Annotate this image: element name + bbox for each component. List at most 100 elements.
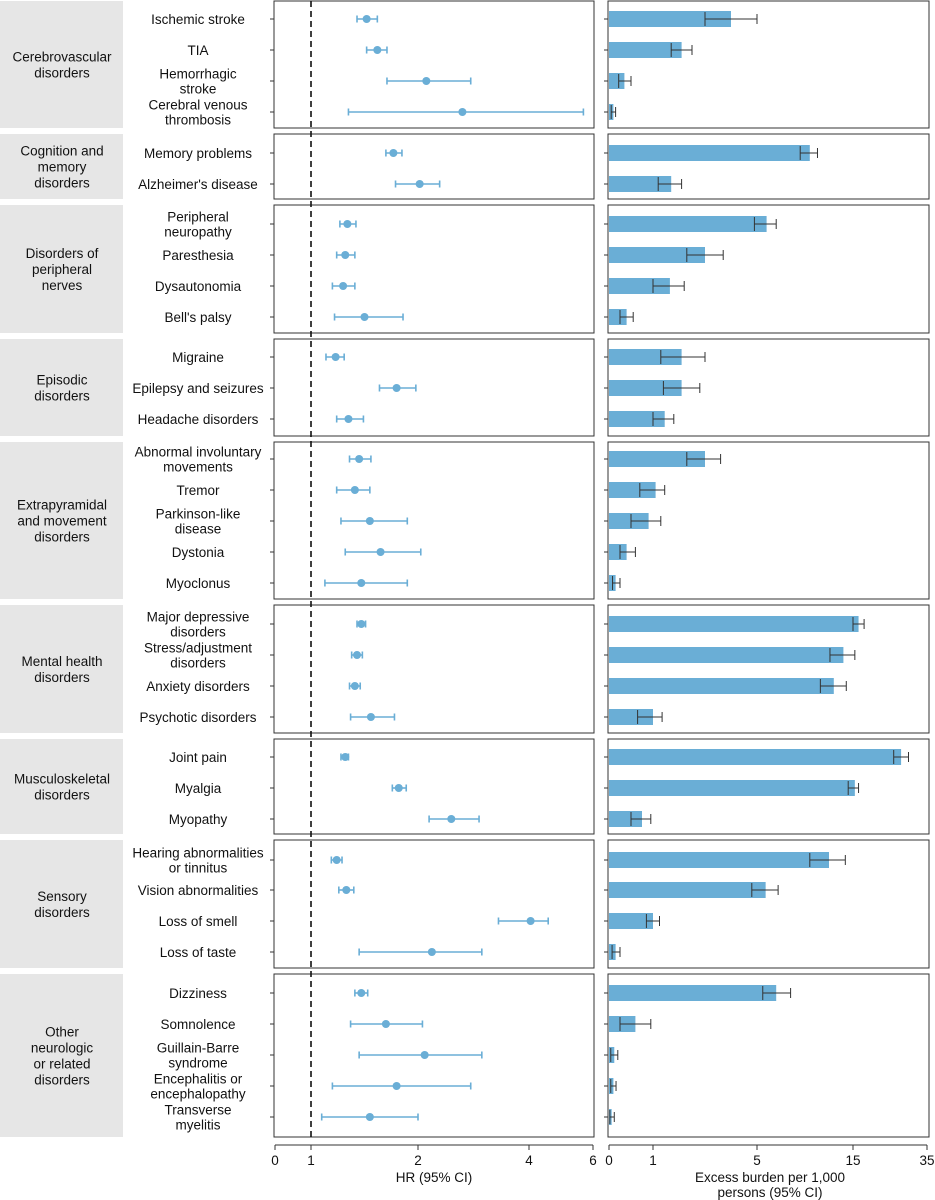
row-label: Hearing abnormalities or tinnitus: [132, 846, 264, 876]
hr-point: [376, 548, 385, 556]
row-label: Psychotic disorders: [139, 710, 256, 725]
hr-point: [365, 517, 374, 525]
row-label: Anxiety disorders: [146, 679, 250, 694]
row-label: Epilepsy and seizures: [132, 381, 264, 396]
row-label: Cerebral venous thrombosis: [148, 98, 247, 128]
row-label: Hemorrhagic stroke: [159, 67, 237, 97]
hr-tick-label: 6: [589, 1153, 597, 1168]
burden-bar: [609, 709, 653, 725]
burden-bar: [609, 678, 834, 694]
row-label: Memory problems: [144, 146, 252, 161]
burden-bar: [609, 852, 829, 868]
row-label: Alzheimer's disease: [138, 177, 258, 192]
row-label: Transverse myelitis: [164, 1103, 231, 1133]
hr-group-frame: [273, 441, 595, 600]
category-background: [0, 134, 123, 199]
burden-bar: [609, 482, 656, 498]
burden-bar: [609, 42, 682, 58]
hr-point: [389, 149, 398, 157]
hr-point: [362, 15, 371, 23]
hr-point: [350, 486, 359, 494]
burden-tick-label: 35: [919, 1153, 934, 1168]
hr-group-frame: [273, 839, 595, 969]
row-label: Bell's palsy: [164, 310, 231, 325]
row-label: Myalgia: [175, 781, 222, 796]
hr-point: [360, 313, 369, 321]
category-label: Sensory disorders: [34, 889, 90, 920]
category-background: [0, 605, 123, 733]
category-background: [0, 840, 123, 968]
row-label: Peripheral neuropathy: [164, 210, 232, 240]
row-label: Stress/adjustment disorders: [144, 641, 252, 671]
burden-bar: [609, 278, 670, 294]
row-label: Tremor: [177, 483, 221, 498]
row-label: TIA: [187, 43, 208, 58]
burden-tick-label: 15: [845, 1153, 860, 1168]
row-label: Joint pain: [169, 750, 227, 765]
hr-point: [526, 917, 535, 925]
row-label: Abnormal involuntary movements: [135, 445, 262, 475]
hr-point: [422, 77, 431, 85]
row-label: Headache disorders: [138, 412, 259, 427]
row-labels: Ischemic stroke TIA Hemorrhagic strokeCereb…: [132, 12, 264, 1133]
row-label: Loss of taste: [160, 945, 237, 960]
category-label: Other neurologic or related disorders: [31, 1025, 94, 1088]
category-background: [0, 339, 123, 436]
row-label: Ischemic stroke: [151, 12, 245, 27]
burden-group-frame: [607, 738, 930, 835]
hr-tick-label: 0: [271, 1153, 279, 1168]
hr-point: [342, 886, 351, 894]
hr-group-frame: [273, 738, 595, 835]
row-label: Dystonia: [172, 545, 225, 560]
burden-bar: [609, 544, 627, 560]
category-label: Episodic disorders: [34, 373, 90, 404]
burden-bar: [609, 913, 653, 929]
row-label: Paresthesia: [162, 248, 234, 263]
burden-axis-label-line2: persons (95% CI): [717, 1185, 822, 1200]
hr-point: [373, 46, 382, 54]
burden-bar: [609, 309, 627, 325]
hr-group-frame: [273, 604, 595, 734]
hr-point: [365, 1113, 374, 1121]
hr-point: [341, 251, 350, 259]
hr-point: [415, 180, 424, 188]
hr-point: [332, 856, 341, 864]
hr-point: [339, 282, 348, 290]
hr-point: [355, 455, 364, 463]
burden-bar: [609, 780, 855, 796]
hr-forest-panel: [270, 0, 595, 1138]
hr-point: [344, 415, 353, 423]
burden-tick-label: 5: [753, 1153, 761, 1168]
hr-group-frame: [273, 338, 595, 437]
burden-bar: [609, 985, 777, 1001]
category-background: [0, 739, 123, 834]
burden-bar: [609, 616, 859, 632]
hr-point: [447, 815, 456, 823]
hr-point: [394, 784, 403, 792]
hr-group-frame: [273, 0, 595, 129]
burden-tick-label: 1: [649, 1153, 657, 1168]
burden-axis-label-line1: Excess burden per 1,000: [695, 1170, 845, 1185]
category-background: [0, 442, 123, 599]
hr-point: [341, 753, 350, 761]
hr-point: [458, 108, 467, 116]
hr-tick-label: 4: [525, 1153, 533, 1168]
hr-group-frame: [273, 204, 595, 334]
burden-bar: [609, 811, 642, 827]
category-label: Mental health disorders: [21, 654, 102, 685]
hr-axis: 0 1 2 4 6 HR (95% CI): [271, 1144, 597, 1185]
hr-point: [343, 220, 352, 228]
row-label: Myoclonus: [166, 576, 231, 591]
hr-point: [392, 384, 401, 392]
category-label: Extrapyramidal and movement disorders: [17, 498, 107, 545]
burden-bar: [609, 11, 731, 27]
burden-bar: [609, 73, 625, 89]
hr-point: [392, 1082, 401, 1090]
burden-group-frame: [607, 839, 930, 969]
hr-group-frame: [273, 133, 595, 200]
excess-burden-panel: [604, 0, 930, 1138]
category-background: [0, 205, 123, 333]
burden-bar: [609, 411, 665, 427]
hr-point: [353, 651, 362, 659]
